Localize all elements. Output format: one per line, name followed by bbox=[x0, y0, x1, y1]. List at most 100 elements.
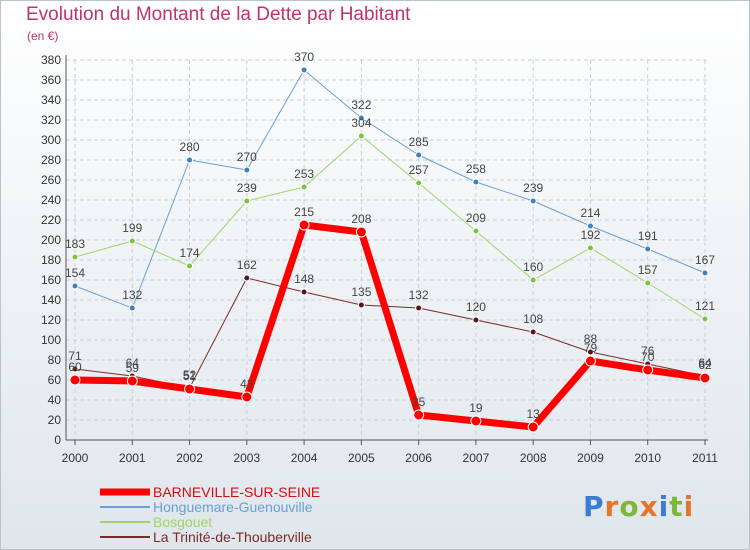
data-point bbox=[357, 301, 365, 309]
logo-letter: P bbox=[583, 490, 605, 523]
data-point bbox=[415, 151, 423, 159]
logo-letter: i bbox=[658, 490, 670, 523]
y-tick-label: 220 bbox=[41, 213, 61, 227]
data-point bbox=[357, 132, 365, 140]
y-tick-label: 320 bbox=[41, 113, 61, 127]
data-label: 148 bbox=[294, 272, 314, 286]
data-point bbox=[701, 269, 709, 277]
data-label: 19 bbox=[469, 401, 483, 415]
y-tick-label: 40 bbox=[48, 393, 62, 407]
x-tick-label: 2004 bbox=[291, 451, 318, 465]
data-label: 214 bbox=[580, 206, 600, 220]
data-label: 76 bbox=[641, 344, 655, 358]
y-tick-label: 240 bbox=[41, 193, 61, 207]
logo-letter: i bbox=[683, 490, 695, 523]
data-point bbox=[699, 372, 711, 384]
series-line bbox=[74, 135, 706, 320]
data-point bbox=[126, 375, 138, 387]
x-tick-label: 2010 bbox=[634, 451, 661, 465]
data-label: 257 bbox=[409, 163, 429, 177]
data-label: 239 bbox=[523, 181, 543, 195]
series-line bbox=[71, 221, 709, 431]
chart-title: Evolution du Montant de la Dette par Hab… bbox=[26, 4, 411, 25]
data-label: 208 bbox=[351, 212, 371, 226]
legend-label: La Trinité-de-Thouberville bbox=[153, 529, 312, 545]
data-point bbox=[357, 114, 365, 122]
data-label: 120 bbox=[466, 300, 486, 314]
data-label: 135 bbox=[351, 285, 371, 299]
y-tick-label: 80 bbox=[48, 353, 62, 367]
data-point bbox=[584, 355, 596, 367]
data-label: 209 bbox=[466, 211, 486, 225]
data-point bbox=[472, 227, 480, 235]
x-tick-label: 2000 bbox=[62, 451, 89, 465]
logo-letter: t bbox=[669, 490, 684, 523]
series-2: 71 64 52 162 148 135 132 120 108 88 76 64 bbox=[68, 258, 712, 392]
series-line bbox=[74, 69, 706, 309]
data-label: 88 bbox=[584, 332, 598, 346]
data-label: 192 bbox=[580, 228, 600, 242]
data-point bbox=[243, 274, 251, 282]
y-tick-label: 280 bbox=[41, 153, 61, 167]
y-tick-label: 140 bbox=[41, 293, 61, 307]
data-point bbox=[243, 166, 251, 174]
data-point bbox=[413, 409, 425, 421]
data-label: 258 bbox=[466, 162, 486, 176]
x-axis-ticks: 2000 2001 2002 2003 2004 2005 2006 2007 2008 2009… bbox=[62, 440, 718, 465]
data-label: 52 bbox=[183, 368, 197, 382]
data-label: 132 bbox=[122, 288, 142, 302]
y-tick-label: 380 bbox=[41, 53, 61, 67]
data-point bbox=[586, 222, 594, 230]
data-label: 132 bbox=[409, 288, 429, 302]
data-label: 43 bbox=[240, 377, 254, 391]
data-point bbox=[586, 244, 594, 252]
data-label: 60 bbox=[68, 360, 82, 374]
legend: BARNEVILLE-SUR-SEINEHonguemare-Guenouvil… bbox=[100, 484, 320, 545]
data-point bbox=[243, 197, 251, 205]
data-point bbox=[472, 316, 480, 324]
x-tick-label: 2006 bbox=[405, 451, 432, 465]
data-point bbox=[470, 415, 482, 427]
data-point bbox=[184, 383, 196, 395]
data-point bbox=[186, 156, 194, 164]
data-label: 71 bbox=[68, 349, 82, 363]
axes bbox=[65, 55, 708, 441]
y-tick-label: 360 bbox=[41, 73, 61, 87]
data-point bbox=[355, 226, 367, 238]
y-axis-ticks: 0 20 40 60 80 100 120 140 160 180 200 220 240 260 280 3… bbox=[41, 53, 61, 447]
series-0: 154 132 280 270 370 322 285 258 239 214 191 167 bbox=[65, 50, 715, 312]
series-1: 183 199 174 239 253 304 257 209 160 192 157 121 bbox=[65, 116, 715, 323]
y-tick-label: 200 bbox=[41, 233, 61, 247]
logo-letter: o bbox=[619, 490, 640, 523]
data-point bbox=[298, 219, 310, 231]
data-label: 174 bbox=[180, 246, 200, 260]
x-tick-label: 2008 bbox=[520, 451, 547, 465]
data-point bbox=[415, 304, 423, 312]
data-point bbox=[69, 374, 81, 386]
logo-letter: r bbox=[604, 490, 620, 523]
data-label: 160 bbox=[523, 260, 543, 274]
y-tick-label: 300 bbox=[41, 133, 61, 147]
data-label: 13 bbox=[527, 407, 541, 421]
y-tick-label: 120 bbox=[41, 313, 61, 327]
data-point bbox=[529, 328, 537, 336]
data-label: 154 bbox=[65, 266, 85, 280]
data-label: 304 bbox=[351, 116, 371, 130]
data-point bbox=[529, 197, 537, 205]
legend-label: Bosgouet bbox=[153, 514, 212, 530]
y-tick-label: 260 bbox=[41, 173, 61, 187]
data-label: 51 bbox=[183, 369, 197, 383]
data-point bbox=[241, 391, 253, 403]
data-point bbox=[71, 253, 79, 261]
x-tick-label: 2007 bbox=[463, 451, 490, 465]
data-point bbox=[128, 304, 136, 312]
data-point bbox=[472, 178, 480, 186]
data-label: 191 bbox=[638, 229, 658, 243]
data-label: 79 bbox=[584, 341, 598, 355]
data-label: 64 bbox=[698, 356, 712, 370]
y-tick-label: 180 bbox=[41, 253, 61, 267]
data-point bbox=[300, 183, 308, 191]
data-point bbox=[642, 364, 654, 376]
y-tick-label: 100 bbox=[41, 333, 61, 347]
